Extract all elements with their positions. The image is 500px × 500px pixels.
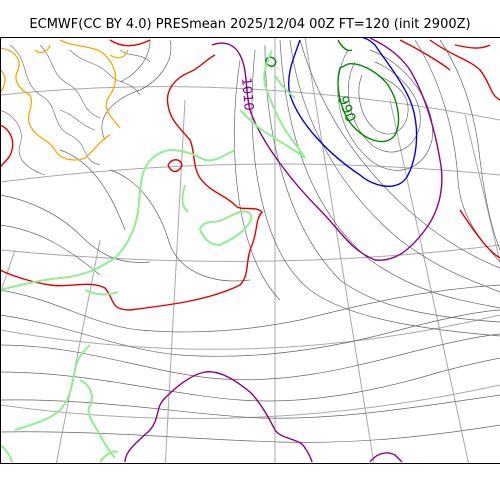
pressure-map: 1010 990 [0,37,500,463]
longitude-line [304,37,375,463]
longitude-line [464,114,500,265]
chart-title: ECMWF(CC BY 4.0) PRESmean 2025/12/04 00Z… [29,17,471,32]
isobars [0,39,500,443]
longitude-line [0,249,16,296]
longitude-line [164,99,186,463]
contour-label-1010: 1010 [238,77,256,111]
coastline [0,49,306,463]
terrain-isobars [0,44,151,176]
contour-1030 [0,39,129,161]
latitude-line [0,86,500,121]
contour-1020 [0,39,500,311]
contour-1010 [124,37,443,463]
longitude-line [55,239,101,463]
latitude-line [0,314,500,350]
latitude-line [0,163,500,183]
contour-1000 [288,37,418,187]
longitude-line [389,99,469,463]
map-panel: 1010 990 [0,37,500,463]
contour-label-990: 990 [334,94,358,125]
